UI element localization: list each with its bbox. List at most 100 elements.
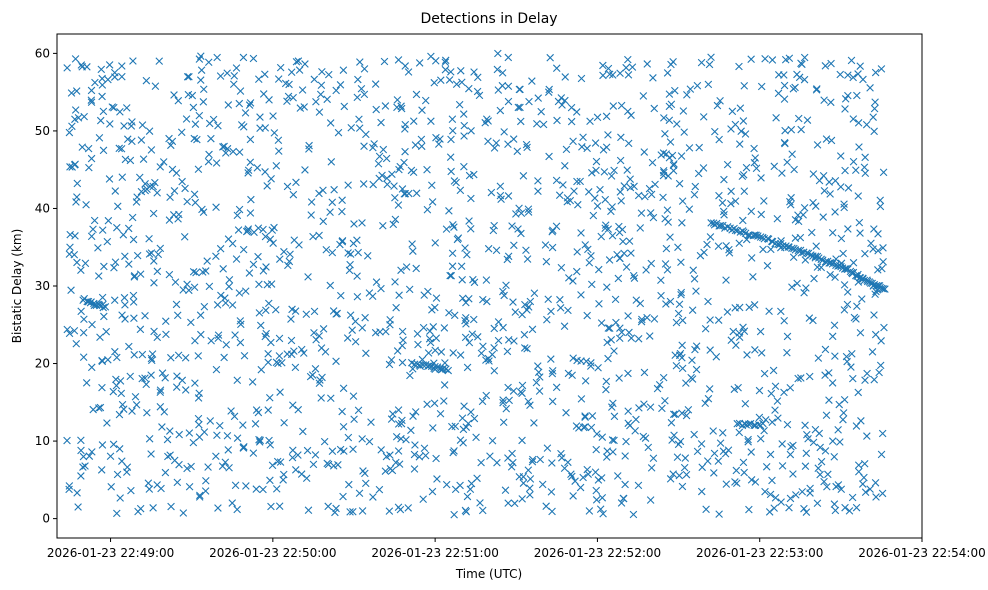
x-tick-label: 2026-01-23 22:54:00: [858, 546, 985, 560]
data-point: [255, 438, 264, 446]
data-point: [63, 325, 72, 334]
data-point: [171, 278, 180, 286]
data-point: [504, 383, 512, 392]
data-point: [578, 143, 586, 151]
data-point: [242, 482, 250, 490]
data-point: [348, 326, 356, 334]
data-point: [190, 134, 199, 143]
data-point: [204, 463, 212, 471]
data-point: [423, 165, 431, 174]
data-point: [440, 397, 448, 405]
data-point: [116, 494, 124, 502]
data-point: [268, 226, 277, 234]
data-point: [142, 380, 150, 389]
data-point: [391, 278, 399, 286]
data-point: [390, 182, 398, 190]
data-point: [723, 308, 732, 316]
data-point: [280, 418, 288, 427]
data-point: [849, 258, 858, 267]
data-point: [284, 92, 293, 101]
data-point: [722, 241, 730, 250]
data-point: [655, 380, 664, 389]
data-point: [349, 507, 357, 516]
data-point: [411, 141, 420, 149]
data-point: [84, 297, 93, 306]
data-point: [437, 348, 446, 356]
data-point: [233, 211, 242, 220]
data-point: [624, 369, 632, 378]
data-point: [358, 507, 367, 515]
data-point: [124, 224, 133, 233]
data-point: [400, 158, 408, 167]
data-point: [855, 143, 863, 151]
data-point: [181, 386, 190, 394]
data-point: [547, 307, 555, 316]
data-point: [428, 306, 436, 314]
data-point: [616, 324, 624, 332]
data-point: [672, 120, 681, 128]
data-point: [504, 82, 513, 91]
data-point: [156, 388, 165, 396]
data-point: [194, 165, 203, 174]
data-point: [199, 85, 208, 94]
data-point: [259, 267, 268, 275]
data-point: [780, 81, 789, 90]
data-point: [479, 295, 487, 304]
data-point: [731, 226, 740, 235]
data-point: [349, 392, 358, 400]
data-point: [79, 353, 88, 361]
data-point: [765, 307, 773, 316]
data-point: [622, 263, 631, 271]
data-point: [804, 434, 812, 443]
data-point: [624, 312, 632, 320]
data-point: [265, 393, 274, 402]
data-point: [98, 441, 107, 449]
data-point: [749, 273, 757, 281]
data-point: [611, 295, 620, 304]
data-point: [840, 203, 848, 212]
data-point: [623, 166, 632, 174]
data-point: [206, 417, 215, 425]
data-point: [523, 255, 532, 263]
data-point: [675, 179, 684, 188]
data-point: [351, 337, 360, 346]
data-point: [273, 457, 282, 466]
data-point: [660, 114, 668, 122]
data-point: [841, 166, 849, 175]
data-point: [158, 369, 167, 377]
data-point: [132, 401, 141, 409]
data-point: [517, 209, 526, 218]
y-tick-label: 20: [35, 357, 50, 371]
data-point: [147, 356, 156, 365]
data-point: [111, 258, 120, 266]
data-point: [552, 222, 561, 231]
data-point: [191, 336, 199, 345]
data-point: [548, 367, 557, 375]
data-point: [608, 71, 617, 79]
data-point: [720, 210, 728, 219]
data-point: [87, 363, 96, 372]
data-point: [205, 119, 214, 128]
data-point: [447, 271, 456, 280]
data-point: [383, 174, 391, 183]
data-point: [156, 244, 165, 253]
data-point: [647, 259, 656, 268]
data-point: [213, 301, 222, 309]
data-point: [431, 346, 439, 355]
data-point: [267, 280, 276, 288]
data-point: [274, 147, 283, 155]
data-point: [434, 140, 443, 148]
data-point: [79, 463, 87, 471]
data-point: [657, 276, 665, 285]
data-point: [261, 332, 270, 341]
data-point: [239, 245, 248, 254]
data-point: [609, 102, 618, 110]
data-point: [763, 261, 772, 270]
data-point: [499, 398, 507, 407]
data-point: [552, 383, 561, 392]
data-point: [613, 472, 622, 480]
data-point: [194, 352, 203, 360]
data-point: [543, 444, 552, 452]
data-point: [525, 97, 533, 106]
data-point: [417, 142, 426, 151]
